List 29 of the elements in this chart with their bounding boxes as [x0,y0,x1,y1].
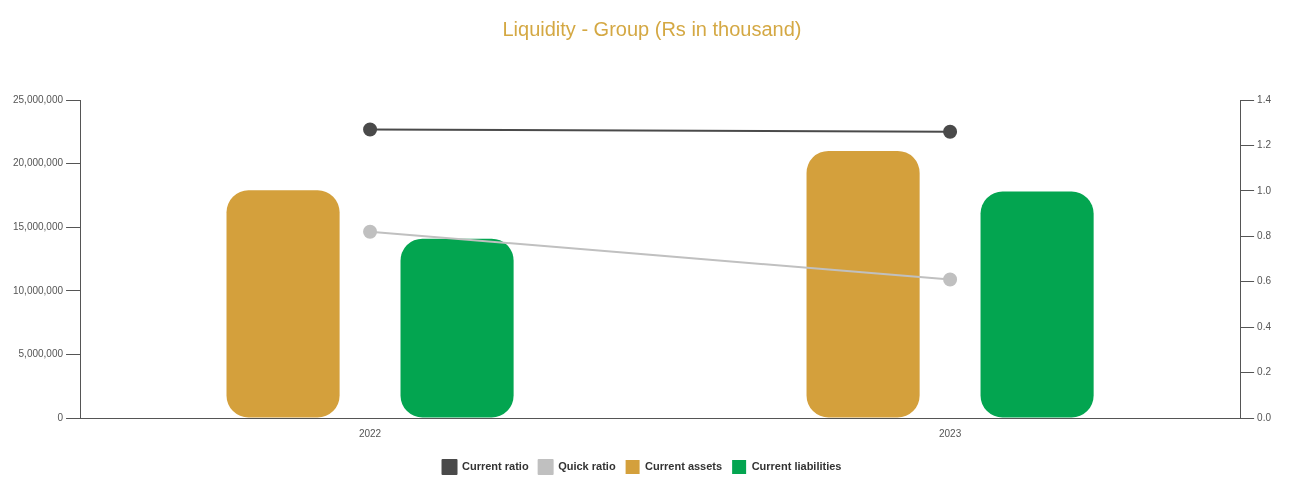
legend-label: Quick ratio [558,460,616,473]
y2-tick-label: 0.4 [1257,320,1272,332]
point [943,124,958,139]
bar [226,190,340,418]
legend-label: Current liabilities [751,460,842,473]
bar [980,191,1094,418]
y2-tick-label: 0.2 [1257,366,1272,378]
y2-tick-label: 0.8 [1257,230,1272,242]
point [363,122,378,137]
y-tick-label: 5,000,000 [18,348,64,360]
y-tick-label: 25,000,000 [12,93,64,105]
y2-tick-label: 1.4 [1257,93,1272,105]
y-tick-label: 20,000,000 [12,157,64,169]
y2-tick-label: 0.0 [1257,411,1272,423]
x-tick-label: 2023 [938,427,962,439]
y2-tick-label: 0.6 [1257,275,1272,287]
y2-tick-label: 1.0 [1257,184,1272,196]
y-tick-label: 0 [57,411,64,423]
y-tick-label: 15,000,000 [12,220,64,232]
point [363,224,378,239]
legend-label: Current assets [645,460,723,473]
point [943,272,958,287]
y2-tick-label: 1.2 [1257,139,1272,151]
x-tick-label: 2022 [358,427,382,439]
chart-title: Liquidity - Group (Rs in thousand) [501,18,803,41]
bar [806,150,920,418]
y-tick-label: 10,000,000 [12,284,64,296]
legend-label: Current ratio [462,460,529,473]
bar [400,238,514,418]
